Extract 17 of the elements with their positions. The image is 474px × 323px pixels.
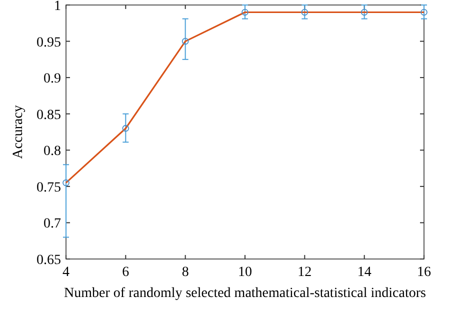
x-tick-label: 12 <box>298 265 312 280</box>
x-tick-label: 10 <box>238 265 252 280</box>
x-tick-label: 4 <box>62 265 70 280</box>
y-tick-label: 0.95 <box>36 35 61 50</box>
x-tick-label: 14 <box>357 265 372 280</box>
y-tick-label: 0.8 <box>44 144 61 160</box>
x-tick-label: 16 <box>417 265 431 280</box>
y-tick-label: 0.9 <box>44 72 61 87</box>
y-axis-title: Accuracy <box>11 105 26 159</box>
y-tick-label: 0.85 <box>36 108 61 123</box>
x-tick-label: 8 <box>182 265 189 280</box>
y-tick-label: 0.65 <box>36 253 61 268</box>
x-tick-label: 6 <box>122 265 130 280</box>
y-tick-label: 1 <box>54 0 61 14</box>
y-tick-label: 0.75 <box>36 180 61 196</box>
x-axis-title: Number of randomly selected mathematical-statistical indicators <box>64 286 426 301</box>
y-tick-label: 0.7 <box>44 216 61 232</box>
